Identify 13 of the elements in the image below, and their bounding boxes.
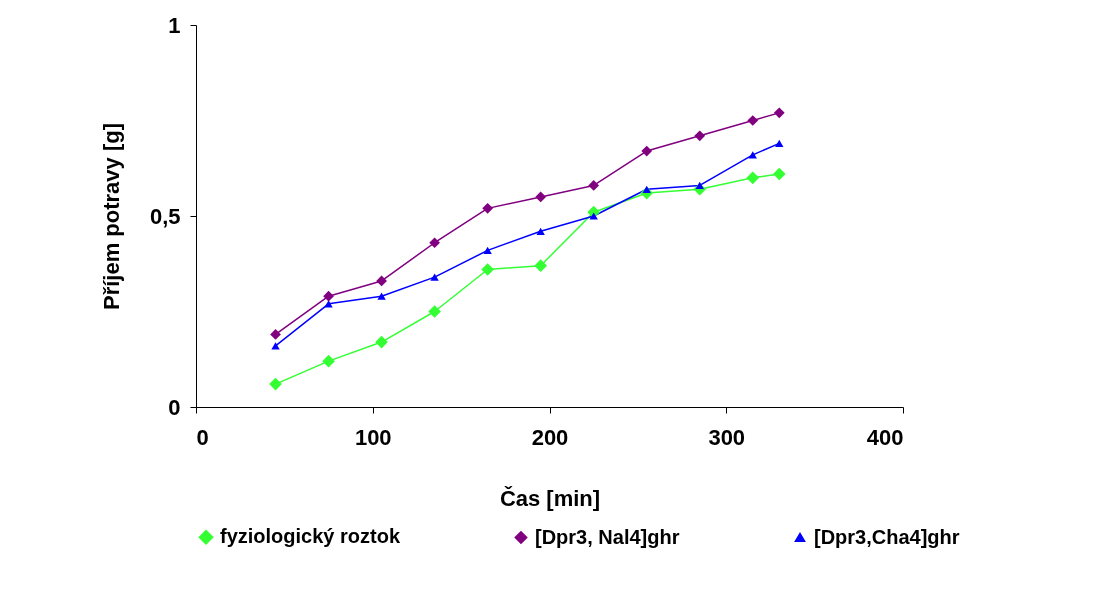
- legend-label: fyziologický roztok: [220, 525, 401, 548]
- y-tick-label: 1: [168, 12, 181, 38]
- x-tick-label: 400: [866, 424, 904, 450]
- x-axis-title: Čas [min]: [499, 485, 601, 511]
- y-tick-label: 0,5: [149, 203, 181, 229]
- x-tick-label: 100: [354, 424, 392, 450]
- y-axis-title: Příjem potravy [g]: [98, 122, 124, 311]
- x-tick-label: 0: [196, 424, 209, 450]
- legend-label: [Dpr3,Cha4]ghr: [814, 525, 960, 548]
- x-tick-label: 300: [708, 424, 746, 450]
- y-tick-label: 0: [168, 394, 181, 420]
- legend-label: [Dpr3, Nal4]ghr: [535, 525, 680, 548]
- x-tick-label: 200: [531, 424, 569, 450]
